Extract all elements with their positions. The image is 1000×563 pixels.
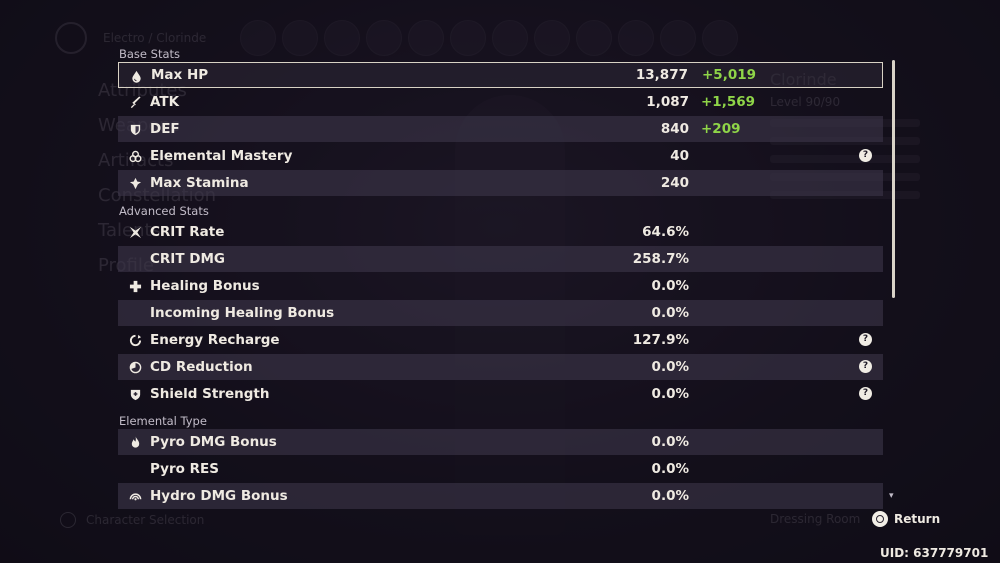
stat-value: 0.0% <box>651 488 689 504</box>
pyro-icon <box>128 435 142 449</box>
stat-label: Shield Strength <box>150 386 270 402</box>
stat-label: CD Reduction <box>150 359 253 375</box>
stat-row-crit-rate[interactable]: CRIT Rate 64.6% <box>118 219 883 245</box>
stat-value: 0.0% <box>651 359 689 375</box>
cd-reduction-icon <box>128 360 142 374</box>
stat-row-def[interactable]: DEF 840 +209 <box>118 116 883 142</box>
stat-value: 258.7% <box>632 251 689 267</box>
stat-label: CRIT DMG <box>150 251 225 267</box>
stat-value: 127.9% <box>632 332 689 348</box>
attribute-details-panel: Base Stats Max HP 13,877 +5,019 ATK 1,08… <box>118 46 883 509</box>
stat-label: Elemental Mastery <box>150 148 293 164</box>
b-button-icon <box>872 511 888 527</box>
stat-row-pyro-res[interactable]: Pyro RES 0.0% <box>118 456 883 482</box>
stat-row-elemental-mastery[interactable]: Elemental Mastery 40 ? <box>118 143 883 169</box>
stat-row-atk[interactable]: ATK 1,087 +1,569 <box>118 89 883 115</box>
mastery-icon <box>128 149 142 163</box>
drop-icon <box>129 69 143 83</box>
stat-row-pyro-dmg-bonus[interactable]: Pyro DMG Bonus 0.0% <box>118 429 883 455</box>
stat-row-shield-strength[interactable]: Shield Strength 0.0% ? <box>118 381 883 407</box>
scrollbar[interactable] <box>892 60 895 298</box>
stat-label: CRIT Rate <box>150 224 225 240</box>
section-label-elemental-type: Elemental Type <box>119 414 207 428</box>
stat-label: DEF <box>150 121 180 137</box>
crit-icon <box>128 225 142 239</box>
stat-value: 0.0% <box>651 461 689 477</box>
hydro-icon <box>128 489 142 503</box>
help-icon[interactable]: ? <box>859 387 872 400</box>
energy-recharge-icon <box>128 333 142 347</box>
stat-value: 840 <box>660 121 689 137</box>
stat-label: Healing Bonus <box>150 278 260 294</box>
stat-row-cd-reduction[interactable]: CD Reduction 0.0% ? <box>118 354 883 380</box>
help-icon[interactable]: ? <box>859 149 872 162</box>
section-label-advanced-stats: Advanced Stats <box>119 204 209 218</box>
stat-value: 0.0% <box>651 434 689 450</box>
stat-row-crit-dmg[interactable]: CRIT DMG 258.7% <box>118 246 883 272</box>
stat-value: 40 <box>670 148 689 164</box>
stat-value: 0.0% <box>651 386 689 402</box>
stat-label: Pyro DMG Bonus <box>150 434 277 450</box>
stat-row-hydro-dmg-bonus[interactable]: Hydro DMG Bonus 0.0% <box>118 483 883 509</box>
stat-bonus: +209 <box>701 121 741 137</box>
help-icon[interactable]: ? <box>859 360 872 373</box>
stat-label: Max Stamina <box>150 175 249 191</box>
stat-row-energy-recharge[interactable]: Energy Recharge 127.9% ? <box>118 327 883 353</box>
stat-label: Incoming Healing Bonus <box>150 305 335 321</box>
stat-bonus: +5,019 <box>702 67 757 83</box>
stat-bonus: +1,569 <box>701 94 756 110</box>
stat-label: Hydro DMG Bonus <box>150 488 288 504</box>
return-button[interactable]: Return <box>872 511 940 527</box>
scroll-down-icon[interactable]: ▾ <box>889 491 894 501</box>
stat-label: Pyro RES <box>150 461 219 477</box>
healing-cross-icon <box>128 279 142 293</box>
stat-value: 1,087 <box>646 94 689 110</box>
stat-value: 240 <box>660 175 689 191</box>
stat-row-max-stamina[interactable]: Max Stamina 240 <box>118 170 883 196</box>
section-label-base-stats: Base Stats <box>119 47 181 61</box>
stat-label: Max HP <box>151 67 209 83</box>
shield-strength-icon <box>128 387 142 401</box>
sword-icon <box>128 95 142 109</box>
stat-row-incoming-healing-bonus[interactable]: Incoming Healing Bonus 0.0% <box>118 300 883 326</box>
shield-icon <box>128 122 142 136</box>
stamina-icon <box>128 176 142 190</box>
stat-label: Energy Recharge <box>150 332 280 348</box>
stat-row-healing-bonus[interactable]: Healing Bonus 0.0% <box>118 273 883 299</box>
return-label: Return <box>894 512 941 526</box>
stat-label: ATK <box>150 94 180 110</box>
stat-value: 0.0% <box>651 278 689 294</box>
stat-value: 64.6% <box>642 224 689 240</box>
stat-row-max-hp[interactable]: Max HP 13,877 +5,019 <box>118 62 883 88</box>
stat-value: 0.0% <box>651 305 689 321</box>
help-icon[interactable]: ? <box>859 333 872 346</box>
stat-value: 13,877 <box>635 67 688 83</box>
uid-label: UID: 637779701 <box>880 546 989 560</box>
